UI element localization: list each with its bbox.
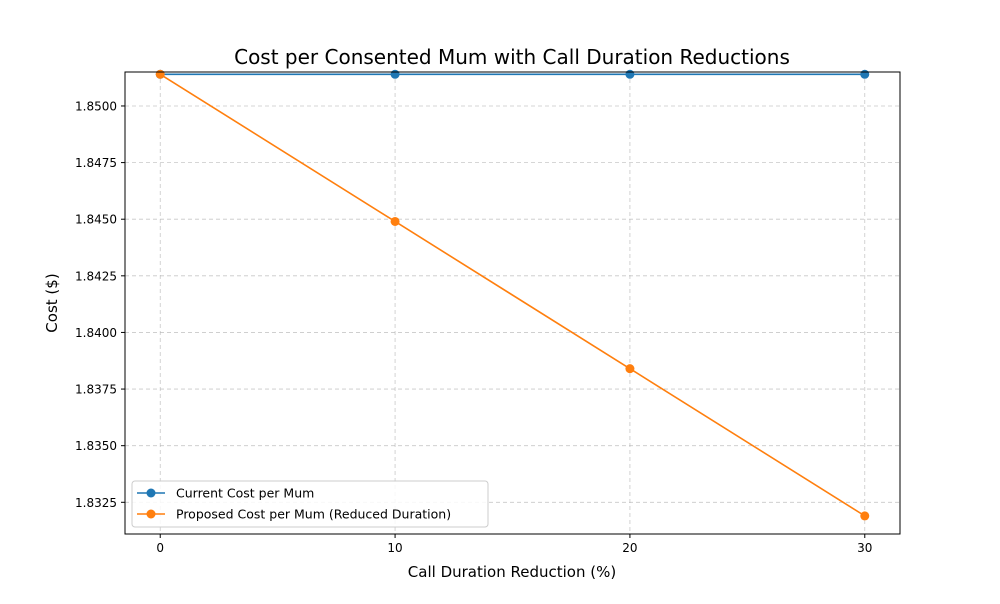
x-tick-label: 20 — [622, 541, 637, 555]
legend-marker-current — [146, 488, 156, 498]
x-tick-label: 10 — [387, 541, 402, 555]
x-tick-label: 0 — [156, 541, 164, 555]
y-tick-label: 1.8425 — [75, 269, 117, 283]
legend-box — [131, 480, 489, 528]
x-axis-title: Call Duration Reduction (%) — [408, 563, 616, 581]
plot-area-frame — [124, 71, 901, 535]
y-tick-label: 1.8375 — [75, 383, 117, 397]
y-tick-label: 1.8450 — [75, 213, 117, 227]
data-point — [390, 216, 400, 226]
y-axis-title: Cost ($) — [43, 273, 61, 332]
series-line — [159, 73, 866, 517]
data-point — [625, 364, 635, 374]
legend-label-proposed: Proposed Cost per Mum (Reduced Duration) — [176, 507, 451, 522]
data-point — [625, 69, 635, 79]
chart-title: Cost per Consented Mum with Call Duratio… — [234, 45, 790, 69]
data-point — [390, 69, 400, 79]
legend: Current Cost per Mum Proposed Cost per M… — [131, 480, 489, 528]
data-point — [860, 511, 870, 521]
y-tick-label: 1.8400 — [75, 326, 117, 340]
y-tick-label: 1.8500 — [75, 99, 117, 113]
y-tick-label: 1.8350 — [75, 439, 117, 453]
data-point — [860, 69, 870, 79]
x-axis-ticks: 0 10 20 30 — [156, 534, 872, 555]
y-tick-label: 1.8325 — [75, 496, 117, 510]
y-tick-label: 1.8475 — [75, 156, 117, 170]
data-point — [155, 69, 165, 79]
legend-marker-proposed — [146, 509, 156, 519]
legend-label-current: Current Cost per Mum — [176, 486, 314, 501]
x-tick-label: 30 — [857, 541, 872, 555]
grid-lines — [125, 72, 900, 534]
y-axis-ticks: 1.8325 1.8350 1.8375 1.8400 1.8425 1.8450 1.84… — [75, 99, 125, 510]
